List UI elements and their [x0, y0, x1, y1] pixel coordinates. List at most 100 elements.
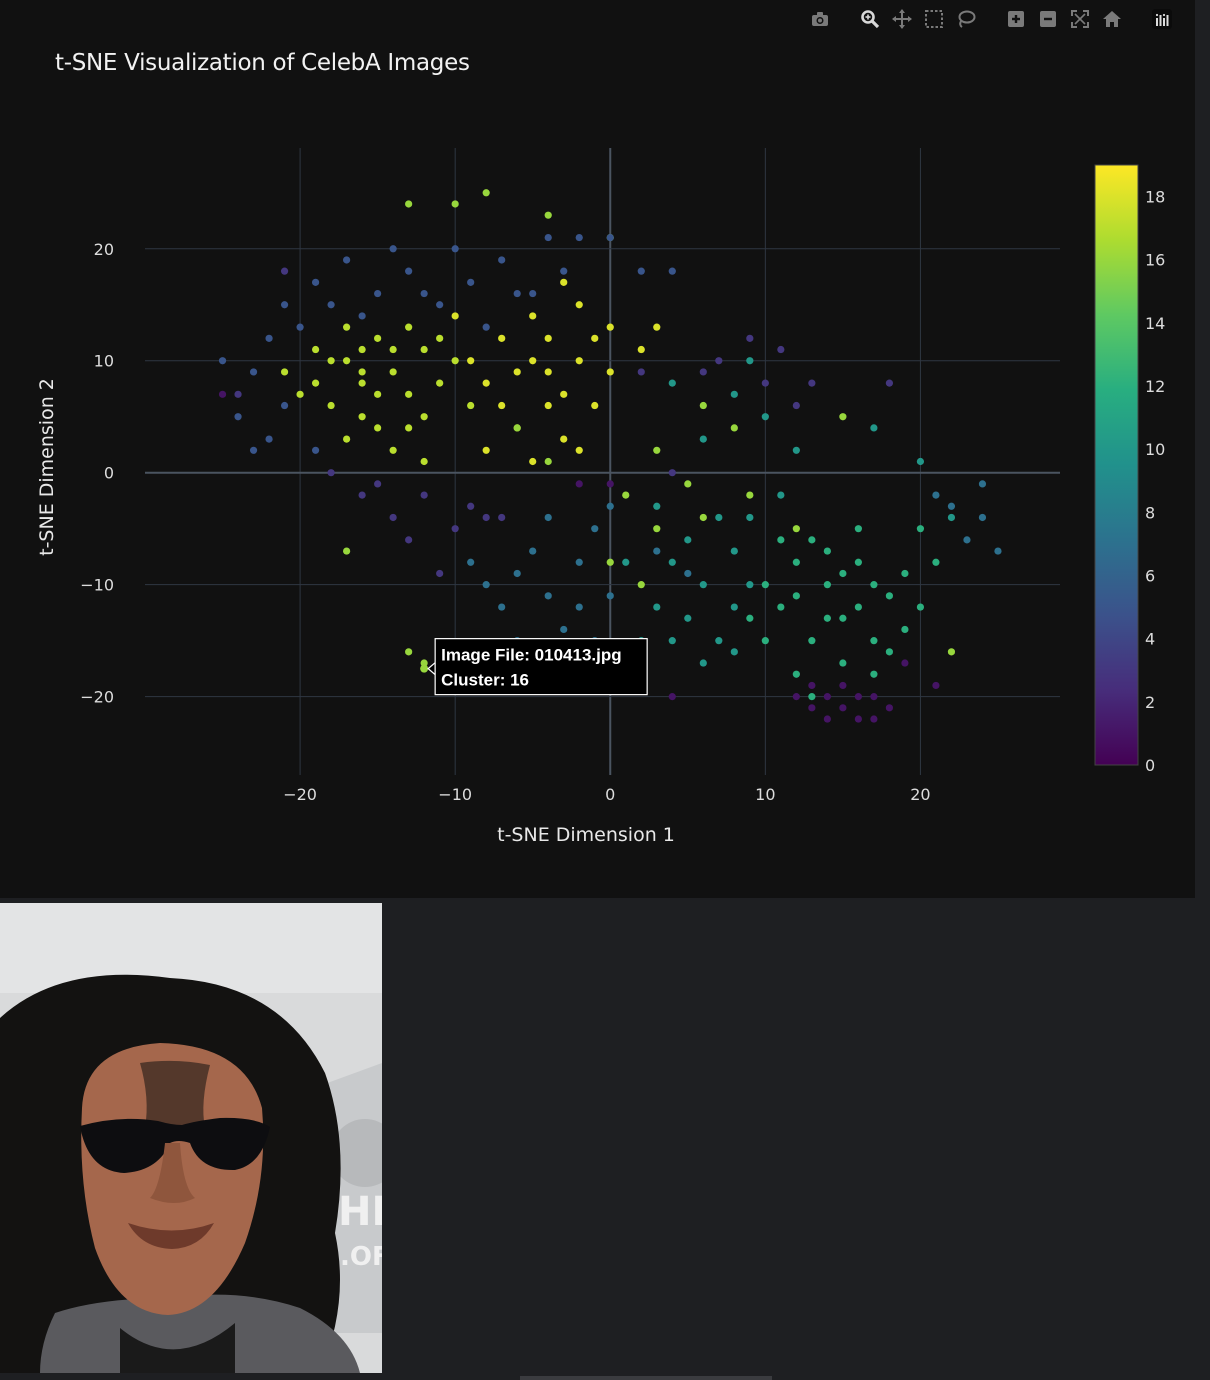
box-select-icon[interactable] [921, 6, 947, 32]
scatter-point[interactable] [901, 659, 909, 667]
scatter-point[interactable] [560, 435, 568, 443]
scatter-point[interactable] [560, 267, 568, 275]
pan-icon[interactable] [889, 6, 915, 32]
scatter-point[interactable] [311, 379, 320, 387]
scatter-point[interactable] [870, 424, 878, 432]
scatter-point[interactable] [870, 637, 878, 645]
scatter-point[interactable] [684, 569, 692, 578]
scatter-point[interactable] [451, 525, 459, 533]
scatter-point[interactable] [513, 569, 521, 578]
scatter-point[interactable] [280, 267, 289, 275]
scatter-point[interactable] [606, 233, 614, 242]
scatter-point[interactable] [854, 715, 862, 723]
scatter-point[interactable] [405, 323, 413, 331]
scatter-point[interactable] [622, 558, 630, 566]
scatter-point[interactable] [668, 267, 676, 275]
scatter-point[interactable] [482, 189, 490, 197]
scatter-point[interactable] [916, 525, 925, 533]
scatter-point[interactable] [467, 502, 475, 510]
scatter-point[interactable] [280, 368, 289, 376]
scatter-point[interactable] [358, 368, 366, 376]
scatter-point[interactable] [405, 267, 413, 275]
scatter-point[interactable] [808, 693, 816, 701]
scatter-point[interactable] [560, 390, 568, 398]
scatter-point[interactable] [839, 413, 847, 421]
scatter-point[interactable] [218, 357, 227, 365]
scatter-point[interactable] [885, 648, 894, 656]
scatter-point[interactable] [777, 491, 785, 499]
scatter-point[interactable] [389, 446, 397, 454]
zoom-in-icon[interactable] [1003, 6, 1029, 32]
scatter-point[interactable] [808, 536, 816, 544]
scatter-point[interactable] [699, 368, 707, 376]
scatter-point[interactable] [994, 547, 1002, 555]
scatter-point[interactable] [761, 413, 769, 421]
scatter-point[interactable] [901, 569, 909, 578]
scatter-point[interactable] [684, 614, 692, 622]
scatter-point[interactable] [715, 637, 723, 645]
scatter-point[interactable] [420, 457, 428, 466]
scatter-point[interactable] [358, 379, 366, 387]
scatter-point[interactable] [405, 536, 413, 544]
scatter-point[interactable] [715, 357, 723, 365]
scatter-point[interactable] [885, 379, 894, 387]
scatter-point[interactable] [374, 480, 382, 488]
scatter-point[interactable] [374, 424, 382, 432]
scatter-point[interactable] [311, 278, 320, 286]
scatter-points[interactable] [218, 189, 1002, 723]
scatter-point[interactable] [529, 357, 537, 365]
scatter-point[interactable] [947, 513, 956, 522]
scatter-point[interactable] [451, 357, 459, 365]
scatter-point[interactable] [777, 345, 785, 354]
scatter-point[interactable] [699, 401, 707, 410]
scatter-point[interactable] [327, 301, 335, 309]
scatter-point[interactable] [575, 301, 583, 309]
scatter-point[interactable] [544, 457, 552, 466]
scatter-point[interactable] [916, 603, 925, 611]
scatter-point[interactable] [653, 446, 661, 454]
scatter-point[interactable] [699, 435, 707, 443]
scatter-point[interactable] [591, 525, 599, 533]
scatter-point[interactable] [699, 581, 707, 589]
scatter-point[interactable] [575, 480, 583, 488]
scatter-point[interactable] [730, 390, 738, 398]
scatter-point[interactable] [544, 334, 552, 342]
scatter-point[interactable] [420, 345, 428, 354]
scatter-point[interactable] [746, 491, 754, 499]
scatter-point[interactable] [885, 592, 894, 600]
scatter-point[interactable] [715, 513, 723, 522]
scatter-point[interactable] [637, 345, 645, 354]
scatter-point[interactable] [529, 547, 537, 555]
scatter-point[interactable] [436, 379, 444, 387]
scatter-point[interactable] [839, 681, 847, 690]
scatter-point[interactable] [218, 390, 227, 398]
scatter-point[interactable] [311, 446, 320, 454]
scatter-point[interactable] [746, 334, 754, 342]
scatter-point[interactable] [575, 357, 583, 365]
scatter-point[interactable] [792, 401, 800, 410]
scatter-point[interactable] [839, 659, 847, 667]
scatter-point[interactable] [343, 547, 351, 555]
scatter-point[interactable] [653, 547, 661, 555]
scatter-point[interactable] [280, 401, 289, 410]
scatter-point[interactable] [389, 368, 397, 376]
scatter-point[interactable] [405, 424, 413, 432]
scatter-point[interactable] [544, 513, 552, 522]
scatter-point[interactable] [854, 603, 862, 611]
scatter-point[interactable] [932, 681, 940, 690]
scatter-point[interactable] [296, 390, 304, 398]
scatter-point[interactable] [234, 390, 242, 398]
scatter-point[interactable] [792, 446, 800, 454]
scatter-point[interactable] [420, 413, 428, 421]
scatter-point[interactable] [249, 368, 258, 376]
scatter-point[interactable] [699, 513, 707, 522]
scatter-point[interactable] [606, 368, 614, 376]
scatter-point[interactable] [560, 278, 568, 286]
scatter-point[interactable] [498, 401, 506, 410]
scatter-point[interactable] [498, 513, 506, 522]
scatter-point[interactable] [544, 592, 552, 600]
scatter-point[interactable] [374, 334, 382, 342]
scatter-point[interactable] [932, 491, 940, 499]
scatter-point[interactable] [653, 603, 661, 611]
